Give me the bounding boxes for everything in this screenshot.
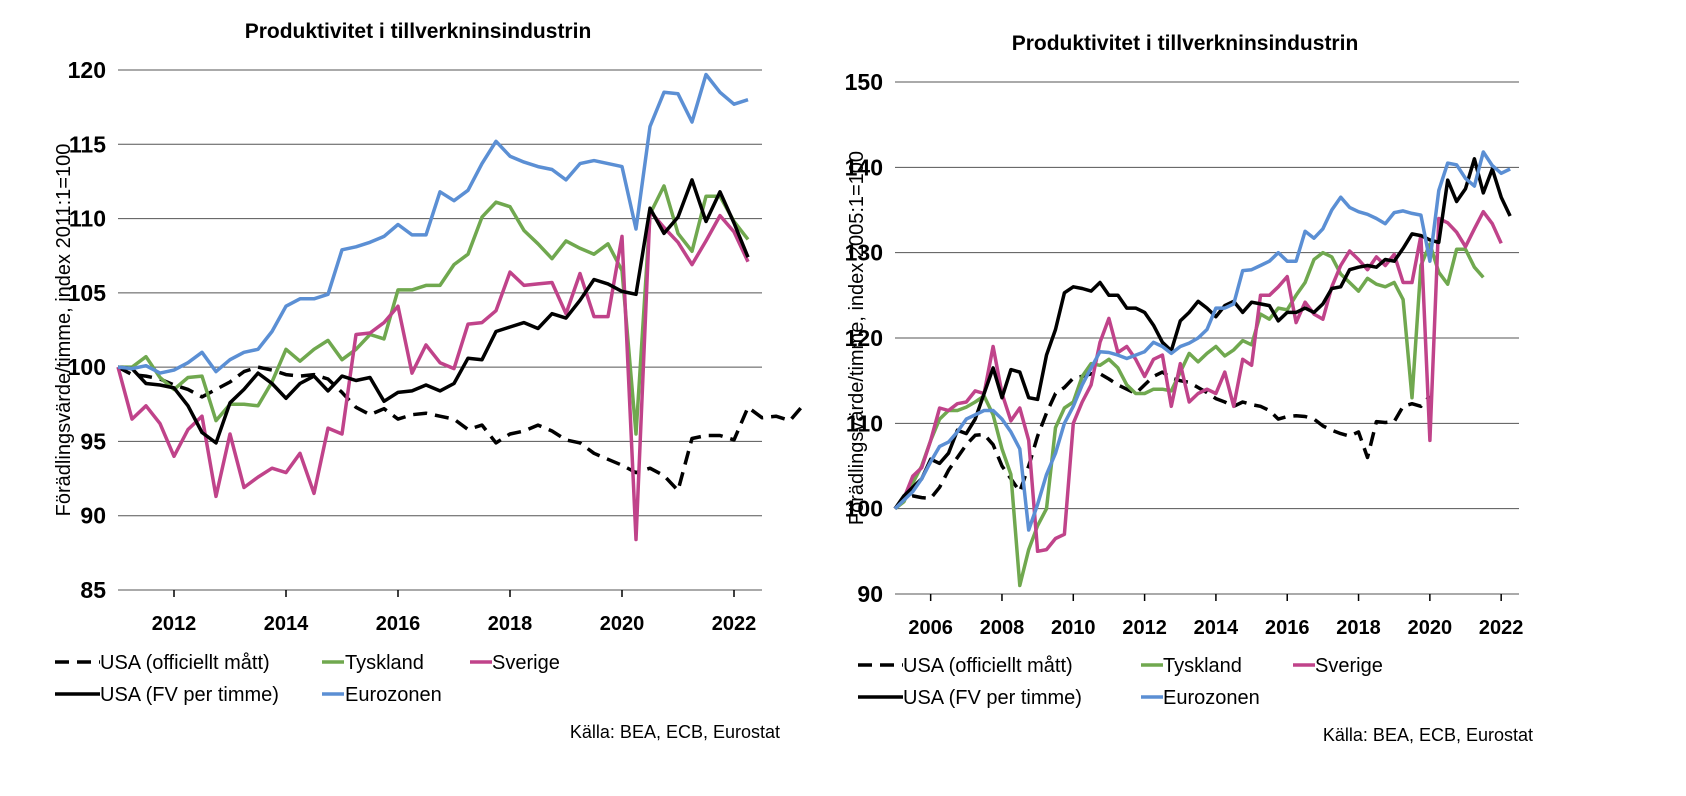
series-line xyxy=(893,157,1512,510)
x-tick-label: 2020 xyxy=(600,613,645,635)
x-tick-label: 2012 xyxy=(152,613,197,635)
legend-label: USA (FV per timme) xyxy=(903,687,1082,709)
legend-label: USA (officiellt mått) xyxy=(100,652,270,674)
y-tick-label: 100 xyxy=(68,354,106,380)
x-tick-label: 2012 xyxy=(1122,617,1167,639)
series-line xyxy=(893,370,1432,510)
x-tick-label: 2022 xyxy=(712,613,757,635)
y-axis-label: Förädlingsvärde/timme, index 2005:1=100 xyxy=(846,151,868,525)
y-tick-label: 100 xyxy=(845,496,883,522)
legend-label: Eurozonen xyxy=(1163,687,1260,709)
series-line xyxy=(117,72,749,375)
chart-left-svg: Produktivitet i tillverkninsindustrin 85 9… xyxy=(53,20,806,742)
x-tick-label: 2014 xyxy=(1194,617,1239,639)
chart-title: Produktivitet i tillverkninsindustrin xyxy=(245,20,592,43)
y-tick-label: 95 xyxy=(80,428,106,454)
chart-title: Produktivitet i tillverkninsindustrin xyxy=(1012,32,1359,55)
y-tick-label: 110 xyxy=(69,206,106,232)
chart-right: Produktivitet i tillverkninsindustrin 90 1… xyxy=(843,0,1686,796)
legend-label: USA (officiellt mått) xyxy=(903,655,1073,677)
chart-right-svg: Produktivitet i tillverkninsindustrin 90 1… xyxy=(845,32,1533,745)
x-tick-label: 2018 xyxy=(488,613,533,635)
y-tick-label: 120 xyxy=(68,57,106,83)
x-tick-label: 2016 xyxy=(376,613,421,635)
source-note: Källa: BEA, ECB, Eurostat xyxy=(1323,725,1533,745)
series-line xyxy=(118,184,750,436)
series-line xyxy=(116,209,750,542)
x-tick-label: 2020 xyxy=(1408,617,1453,639)
y-tick-label: 90 xyxy=(80,503,106,529)
legend-label: Sverige xyxy=(1315,655,1383,677)
legend-label: Eurozonen xyxy=(345,684,442,706)
y-tick-label: 120 xyxy=(845,325,883,351)
series-line xyxy=(893,150,1511,532)
series-line xyxy=(117,178,750,445)
y-tick-label: 105 xyxy=(68,280,107,306)
y-tick-label: 115 xyxy=(69,131,106,157)
legend-label: USA (FV per timme) xyxy=(100,684,279,706)
x-tick-label: 2014 xyxy=(264,613,309,635)
series-line xyxy=(893,242,1485,588)
y-tick-label: 90 xyxy=(857,581,883,607)
legend-label: Sverige xyxy=(492,652,560,674)
y-tick-label: 130 xyxy=(845,240,883,266)
x-tick-label: 2016 xyxy=(1265,617,1310,639)
series-line xyxy=(117,365,806,493)
y-tick-label: 110 xyxy=(846,410,883,436)
chart-left: Produktivitet i tillverkninsindustrin 85 9… xyxy=(53,20,806,742)
x-tick-label: 2006 xyxy=(908,617,953,639)
legend-label: Tyskland xyxy=(345,652,424,674)
x-tick-label: 2008 xyxy=(980,617,1025,639)
y-tick-label: 140 xyxy=(845,154,883,180)
x-tick-label: 2018 xyxy=(1336,617,1381,639)
legend-label: Tyskland xyxy=(1163,655,1242,677)
series-line xyxy=(893,209,1503,554)
y-tick-label: 150 xyxy=(845,69,883,95)
y-axis-label: Förädlingsvärde/timme, index 2011:1=100 xyxy=(53,144,75,517)
y-tick-label: 85 xyxy=(80,577,106,603)
x-tick-label: 2022 xyxy=(1479,617,1524,639)
x-tick-label: 2010 xyxy=(1051,617,1096,639)
source-note: Källa: BEA, ECB, Eurostat xyxy=(570,722,780,742)
